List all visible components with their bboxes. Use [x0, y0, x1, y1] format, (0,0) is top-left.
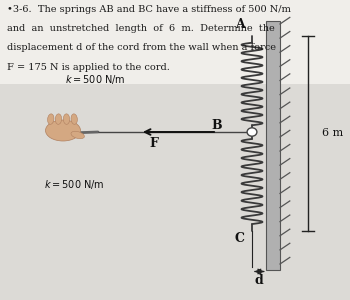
Ellipse shape [71, 131, 84, 139]
FancyBboxPatch shape [0, 0, 350, 84]
Ellipse shape [46, 120, 80, 141]
Text: •3-6.  The springs AB and BC have a stiffness of 500 N/m: •3-6. The springs AB and BC have a stiff… [7, 4, 291, 14]
Text: d: d [255, 274, 263, 286]
Ellipse shape [55, 114, 62, 124]
Ellipse shape [71, 114, 77, 124]
Bar [266, 21, 280, 270]
Text: C: C [235, 232, 245, 244]
Text: $k = 500\ \mathrm{N/m}$: $k = 500\ \mathrm{N/m}$ [44, 178, 105, 191]
Text: and  an  unstretched  length  of  6  m.  Determine  the: and an unstretched length of 6 m. Determ… [7, 24, 275, 33]
FancyBboxPatch shape [0, 84, 350, 300]
Ellipse shape [48, 114, 54, 124]
Circle shape [247, 128, 257, 136]
Text: B: B [212, 119, 222, 132]
Text: F: F [149, 137, 159, 150]
Ellipse shape [63, 114, 70, 124]
Text: 6 m: 6 m [322, 128, 343, 139]
Text: F = 175 N is applied to the cord.: F = 175 N is applied to the cord. [7, 63, 170, 72]
Text: A: A [235, 19, 245, 32]
Text: $k = 500\ \mathrm{N/m}$: $k = 500\ \mathrm{N/m}$ [65, 73, 126, 86]
Text: displacement d of the cord from the wall when a force: displacement d of the cord from the wall… [7, 44, 276, 52]
